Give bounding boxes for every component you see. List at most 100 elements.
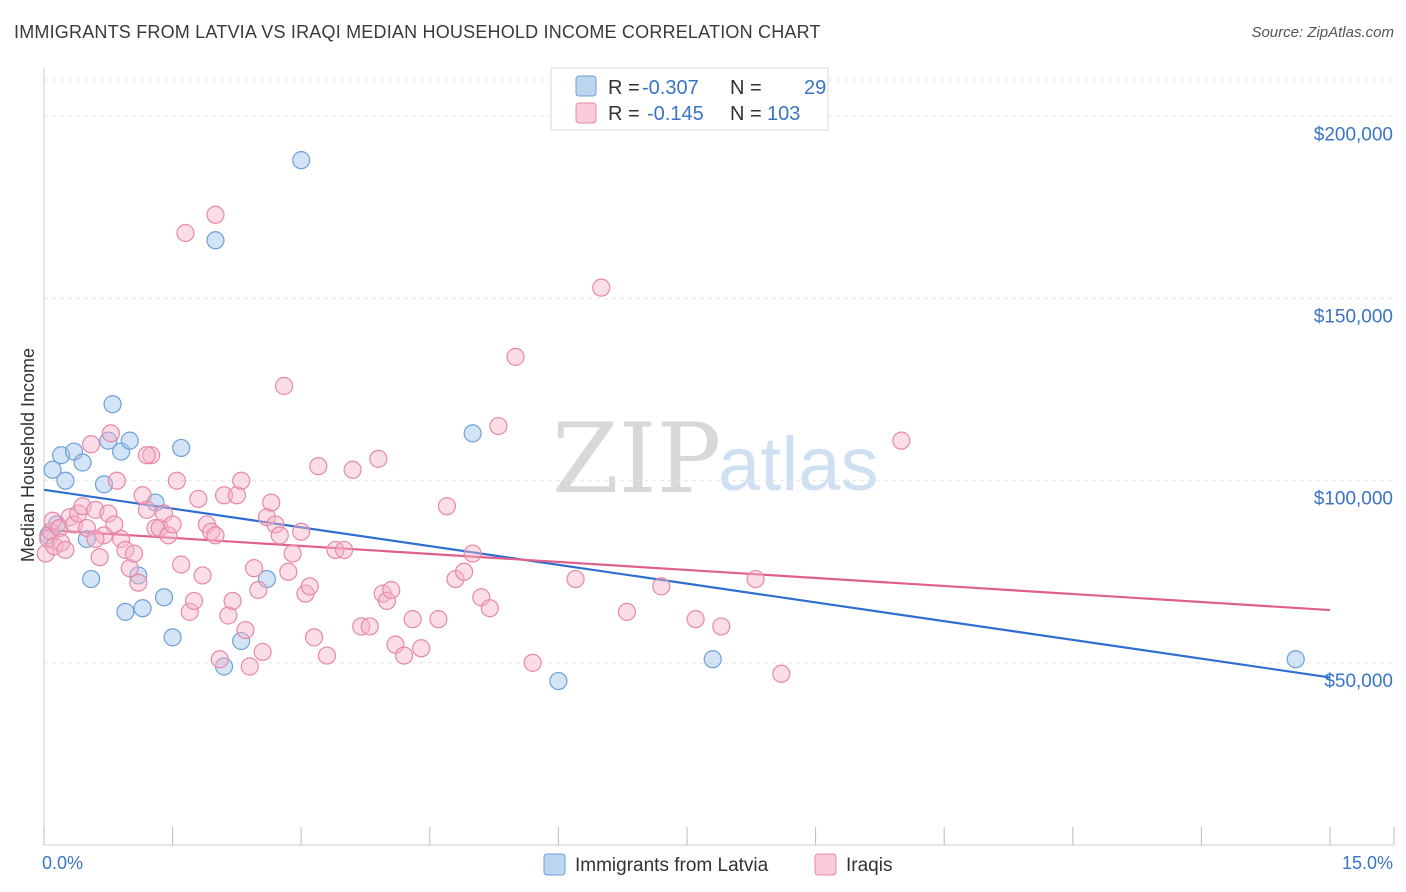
point-iraqis-28 bbox=[142, 446, 161, 465]
y-tick-label-3: $200,000 bbox=[1314, 124, 1393, 145]
point-iraqis-24 bbox=[124, 544, 144, 563]
point-iraqis-46 bbox=[219, 606, 238, 625]
point-iraqis-19 bbox=[105, 515, 124, 534]
point-iraqis-43 bbox=[206, 526, 225, 545]
point-latvia-11 bbox=[103, 395, 122, 414]
legend: R = -0.307 N = 29 R = -0.145 N = 103 bbox=[550, 67, 829, 131]
watermark-zip: ZIP bbox=[552, 403, 721, 515]
point-iraqis-61 bbox=[283, 544, 302, 563]
point-iraqis-84 bbox=[454, 562, 474, 581]
point-iraqis-27 bbox=[137, 500, 156, 519]
point-iraqis-94 bbox=[652, 577, 671, 596]
point-iraqis-90 bbox=[523, 653, 542, 672]
point-iraqis-36 bbox=[176, 223, 195, 243]
legend-n-label-iraqis: N = bbox=[730, 103, 762, 125]
bottom-legend: Immigrants from Latvia Iraqis bbox=[543, 853, 892, 876]
watermark-atlas: atlas bbox=[718, 422, 879, 507]
point-iraqis-33 bbox=[163, 515, 182, 534]
point-iraqis-13 bbox=[82, 435, 101, 454]
point-iraqis-52 bbox=[244, 559, 264, 578]
point-iraqis-17 bbox=[99, 504, 118, 523]
legend-r-label-latvia: R = bbox=[608, 77, 640, 99]
tick-labels: $50,000 $100,000 $150,000 $200,000 0.0% 15.0% bbox=[42, 124, 1393, 873]
point-iraqis-39 bbox=[189, 489, 208, 509]
point-latvia-27 bbox=[549, 671, 568, 691]
legend-n-label-latvia: N = bbox=[730, 77, 762, 99]
point-iraqis-87 bbox=[480, 599, 499, 618]
bottom-legend-latvia: Immigrants from Latvia bbox=[575, 855, 769, 876]
point-iraqis-69 bbox=[334, 540, 354, 560]
legend-swatch-latvia bbox=[575, 75, 597, 97]
trend-lines bbox=[43, 488, 1331, 679]
point-iraqis-89 bbox=[506, 347, 525, 366]
point-latvia-8 bbox=[82, 569, 101, 589]
point-iraqis-64 bbox=[300, 577, 319, 596]
y-axis-label: Median Household Income bbox=[18, 348, 38, 562]
y-tick-label-2: $150,000 bbox=[1314, 307, 1393, 328]
point-latvia-14 bbox=[116, 602, 135, 621]
point-latvia-4 bbox=[56, 471, 75, 490]
point-latvia-6 bbox=[73, 453, 92, 472]
bottom-legend-iraqis: Iraqis bbox=[846, 855, 892, 876]
point-iraqis-20 bbox=[107, 471, 126, 490]
point-latvia-10 bbox=[99, 431, 118, 450]
point-latvia-23 bbox=[232, 631, 251, 651]
point-iraqis-34 bbox=[167, 471, 186, 490]
point-iraqis-85 bbox=[463, 544, 482, 563]
point-iraqis-37 bbox=[180, 602, 199, 621]
axes bbox=[43, 68, 1395, 846]
point-latvia-25 bbox=[292, 151, 311, 170]
point-latvia-13 bbox=[120, 431, 139, 450]
point-iraqis-15 bbox=[90, 548, 109, 567]
point-iraqis-53 bbox=[249, 580, 268, 600]
trend-line-iraqis bbox=[43, 528, 1331, 612]
point-iraqis-102 bbox=[86, 529, 105, 549]
point-iraqis-59 bbox=[274, 376, 294, 396]
point-iraqis-38 bbox=[184, 591, 204, 611]
legend-n-value-iraqis: 103 bbox=[767, 103, 800, 125]
point-iraqis-45 bbox=[214, 486, 234, 505]
point-iraqis-92 bbox=[592, 278, 611, 297]
point-latvia-28 bbox=[703, 650, 722, 669]
legend-swatch-iraqis bbox=[575, 102, 597, 124]
point-iraqis-60 bbox=[279, 562, 298, 581]
point-iraqis-23 bbox=[120, 559, 139, 578]
point-iraqis-96 bbox=[712, 617, 731, 636]
point-latvia-16 bbox=[133, 599, 152, 618]
point-iraqis-25 bbox=[129, 573, 148, 592]
point-iraqis-78 bbox=[394, 646, 414, 665]
point-latvia-29 bbox=[1286, 650, 1305, 669]
point-iraqis-48 bbox=[227, 486, 246, 505]
chart-title: IMMIGRANTS FROM LATVIA VS IRAQI MEDIAN H… bbox=[14, 22, 821, 42]
point-iraqis-66 bbox=[309, 457, 328, 476]
point-iraqis-98 bbox=[772, 664, 791, 683]
x-tick-label-start: 0.0% bbox=[42, 853, 83, 873]
gridlines bbox=[44, 79, 1394, 664]
point-iraqis-50 bbox=[236, 620, 255, 640]
point-iraqis-81 bbox=[429, 610, 448, 629]
point-iraqis-75 bbox=[377, 591, 397, 611]
point-iraqis-7 bbox=[56, 540, 75, 560]
point-iraqis-58 bbox=[270, 526, 289, 545]
point-latvia-26 bbox=[463, 424, 482, 443]
data-points bbox=[36, 151, 1305, 691]
point-iraqis-51 bbox=[240, 657, 259, 676]
bottom-legend-swatch-latvia bbox=[543, 853, 566, 876]
legend-box bbox=[550, 67, 829, 131]
point-iraqis-73 bbox=[369, 449, 388, 468]
bottom-legend-swatch-iraqis bbox=[814, 853, 837, 876]
point-iraqis-70 bbox=[343, 460, 362, 479]
point-iraqis-35 bbox=[172, 555, 191, 574]
point-iraqis-57 bbox=[266, 515, 285, 534]
point-iraqis-76 bbox=[382, 580, 401, 600]
point-iraqis-101 bbox=[137, 446, 156, 465]
point-iraqis-88 bbox=[489, 416, 508, 436]
point-iraqis-47 bbox=[223, 591, 242, 611]
point-latvia-18 bbox=[154, 588, 174, 607]
point-iraqis-100 bbox=[206, 205, 225, 224]
point-latvia-1 bbox=[43, 460, 62, 479]
point-iraqis-40 bbox=[193, 566, 212, 585]
point-iraqis-79 bbox=[403, 610, 422, 629]
point-iraqis-32 bbox=[159, 526, 178, 545]
